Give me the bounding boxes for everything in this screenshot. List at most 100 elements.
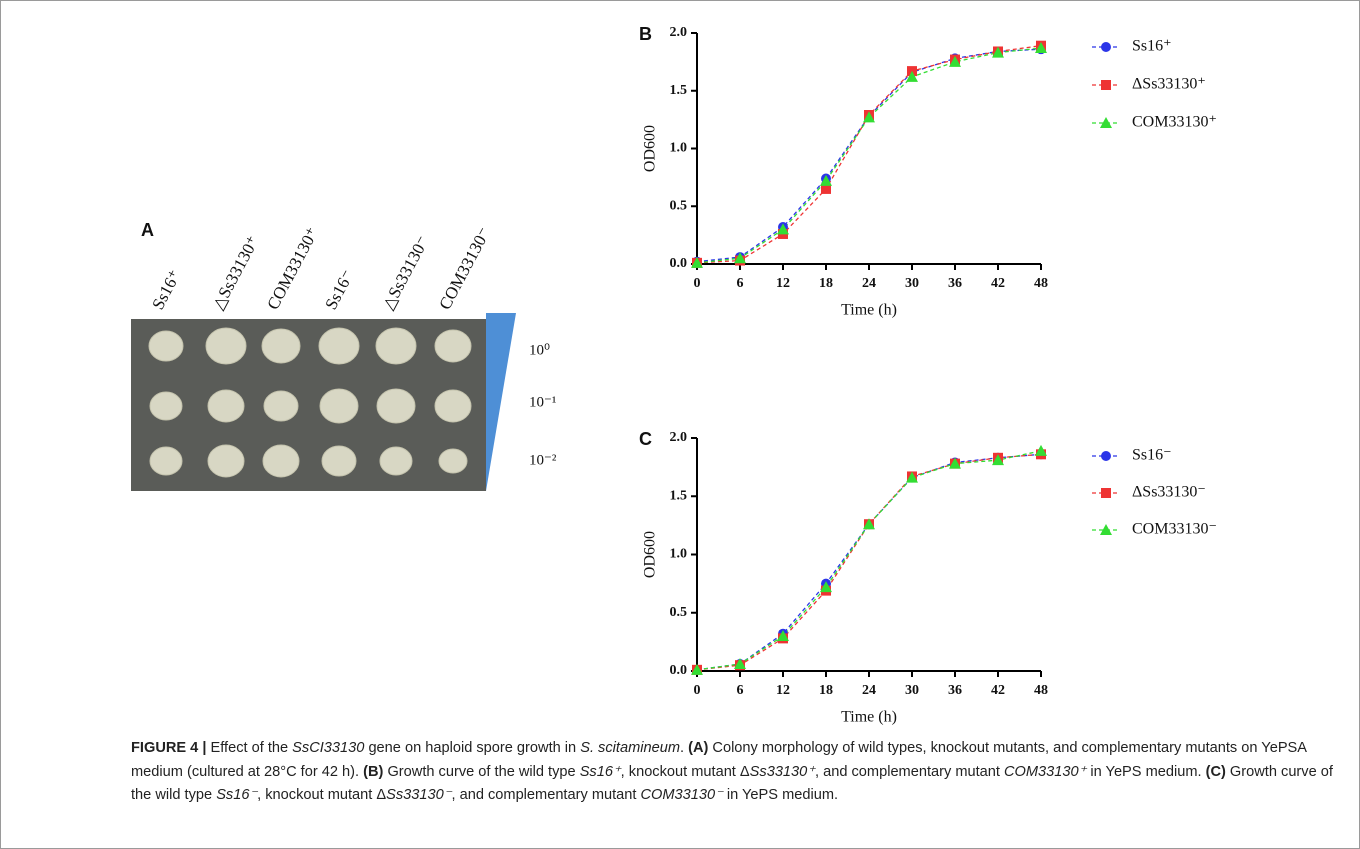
colony [318, 327, 360, 365]
marker [949, 457, 961, 469]
caption-text: (A) [688, 740, 709, 756]
legend-label: COM33130⁺ [1132, 114, 1217, 131]
marker [820, 581, 832, 593]
caption-text: (C) [1205, 763, 1226, 780]
x-tick-label: 42 [991, 683, 1005, 698]
y-tick-label: 0.5 [670, 605, 688, 620]
y-axis-title: OD600 [642, 531, 659, 578]
series-line [696, 45, 1042, 264]
marker [992, 454, 1004, 466]
caption-text: Colony morphology of wild types, knockou… [131, 740, 1307, 780]
colony [263, 390, 299, 422]
colony [376, 388, 416, 424]
colony [434, 389, 472, 423]
colony [434, 329, 472, 363]
caption-text: . [679, 740, 689, 756]
marker [734, 658, 746, 670]
x-tick-label: 12 [776, 276, 790, 291]
marker [1100, 117, 1112, 128]
x-tick-label: 24 [862, 276, 876, 291]
x-tick-label: 48 [1034, 276, 1048, 291]
figure-panels: A Ss16⁺ △Ss33130⁺ COM33130⁺Ss16⁻ △Ss33130⁻ C… [131, 24, 1217, 726]
marker [777, 223, 789, 235]
caption-text: Ss33130⁺ [749, 763, 815, 780]
y-tick-label: 0.5 [670, 198, 688, 213]
colony [438, 448, 468, 474]
x-axis-title: Time (h) [841, 302, 897, 319]
series-line [696, 47, 1042, 264]
marker [1035, 42, 1047, 54]
caption-text: (B) [363, 763, 384, 780]
series-line [696, 48, 1042, 263]
x-tick-label: 36 [948, 276, 962, 291]
caption-text: COM33130⁻ [640, 787, 723, 803]
x-axis-title: Time (h) [841, 709, 897, 726]
marker [906, 70, 918, 82]
marker [691, 256, 703, 268]
series-line [696, 450, 1042, 671]
caption-text: COM33130⁺ [1004, 763, 1087, 780]
x-tick-label: 30 [905, 276, 919, 291]
caption-text: in YePS medium. [722, 787, 839, 803]
marker [820, 174, 832, 186]
caption-text: , and complementary mutant [815, 763, 1004, 780]
colony [207, 444, 245, 478]
legend-label: ΔSs33130⁻ [1132, 484, 1206, 501]
marker [821, 183, 831, 194]
x-tick-label: 30 [905, 683, 919, 698]
x-tick-label: 18 [819, 276, 833, 291]
y-tick-label: 1.0 [670, 547, 688, 562]
caption-text: SsCI33130 [292, 740, 365, 756]
y-tick-label: 1.0 [670, 141, 688, 156]
caption-text: Growth curve of the wild type [131, 763, 1333, 804]
colony [149, 391, 183, 421]
strain-label: COM33130⁻ [435, 224, 494, 313]
caption-text: gene on haploid spore growth in [364, 740, 581, 756]
x-tick-label: 24 [862, 683, 876, 698]
x-tick-label: 0 [694, 276, 701, 291]
marker [949, 55, 961, 67]
y-tick-label: 0.0 [670, 256, 688, 271]
colony [261, 328, 301, 364]
y-tick-label: 2.0 [670, 430, 688, 445]
colony [205, 327, 247, 365]
y-tick-label: 2.0 [670, 25, 688, 40]
caption-text: , and complementary mutant [451, 787, 641, 803]
series-line [696, 453, 1042, 671]
strain-label: COM33130⁺ [263, 224, 322, 313]
marker [734, 252, 746, 264]
strain-label: Ss16⁻ [321, 267, 358, 313]
legend-label: Ss16⁻ [1132, 447, 1172, 464]
colony [319, 388, 359, 424]
panel-label: C [639, 429, 652, 449]
y-tick-label: 1.5 [670, 83, 688, 98]
caption-text: Effect of the [210, 740, 293, 756]
legend-label: Ss16⁺ [1132, 38, 1172, 55]
y-axis-title: OD600 [642, 125, 659, 172]
marker [777, 630, 789, 642]
series-line [696, 453, 1042, 671]
x-tick-label: 6 [737, 276, 744, 291]
caption-text: Ss16⁻ [216, 787, 258, 803]
marker [1035, 444, 1047, 456]
y-tick-label: 1.5 [670, 488, 688, 503]
colony [149, 446, 183, 476]
colony [379, 446, 413, 476]
colony [207, 389, 245, 423]
plate [131, 319, 486, 491]
colony [148, 330, 184, 362]
caption-text: , knockout mutant Δ [620, 763, 750, 780]
x-tick-label: 0 [694, 683, 701, 698]
panel-label: A [141, 220, 154, 240]
marker [1101, 451, 1111, 461]
caption-text: S. scitamineum [580, 740, 680, 756]
strain-label: Ss16⁺ [148, 267, 185, 313]
y-tick-label: 0.0 [670, 663, 688, 678]
colony [375, 327, 417, 365]
caption: FIGURE 4 | Effect of the SsCI33130 gene … [131, 737, 1353, 808]
caption-text: , knockout mutant Δ [257, 787, 387, 803]
legend-label: ΔSs33130⁺ [1132, 76, 1206, 93]
caption-text: Ss33130⁻ [386, 787, 452, 803]
x-tick-label: 12 [776, 683, 790, 698]
